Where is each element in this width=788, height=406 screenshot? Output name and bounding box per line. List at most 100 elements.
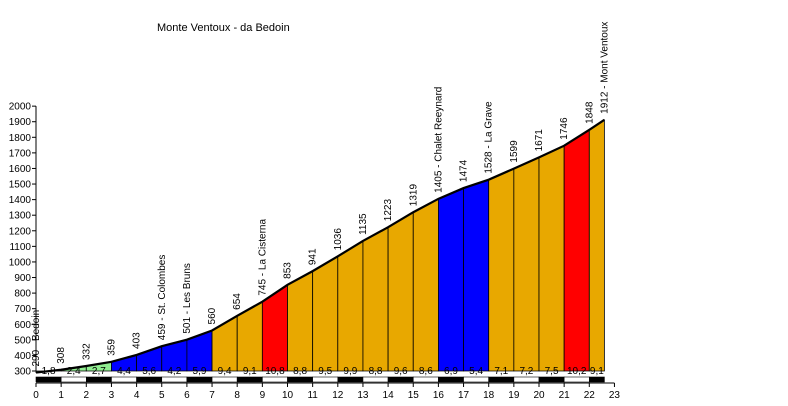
profile-segment [186,329,213,372]
x-tick-label: 7 [209,390,215,401]
x-tick-label: 1 [58,390,64,401]
profile-segment [261,284,288,372]
altitude-label: 1474 [459,159,470,182]
x-tick-label: 10 [282,390,294,401]
km-marker [211,376,238,383]
y-tick-label: 1200 [9,226,32,237]
gradient-label: 9,4 [218,366,232,377]
gradient-label: 4,2 [167,366,181,377]
altitude-label: 1223 [383,199,394,222]
x-tick-label: 17 [458,390,470,401]
x-tick-label: 2 [84,390,90,401]
km-marker [488,376,515,383]
y-tick-label: 500 [14,335,31,346]
gradient-label: 2,7 [92,366,106,377]
gradient-label: 4,4 [117,366,131,377]
km-marker [463,376,489,383]
altitude-label: 1528 - La Grave [484,101,495,174]
y-axis: 300 400 500 600 700 800 900 1000 1100 1200 1300 140… [9,102,37,378]
profile-segment [287,270,314,372]
gradient-label: 10,2 [567,366,587,377]
altitude-label: 1135 [358,213,369,235]
gradient-label: 7,1 [494,366,508,377]
profile-line [35,118,605,374]
altitude-label: 1405 - Chalet Reeynard [433,87,444,193]
km-marker [236,376,263,383]
x-axis: 0 1 2 3 4 5 6 7 8 9 10 11 12 13 14 15 16 17 18 19 20 21 22 23 [33,382,620,401]
y-tick-label: 1900 [9,117,32,128]
x-tick-label: 0 [33,390,39,401]
km-marker [136,376,163,383]
profile-segment [387,211,414,372]
y-tick-label: 1400 [9,195,32,206]
y-tick-label: 2000 [9,102,32,113]
altitude-label: 654 [232,293,243,310]
profile-segment [362,226,389,372]
gradient-label: 5,9 [193,366,207,377]
y-tick-label: 1700 [9,148,32,159]
y-tick-label: 300 [14,367,31,378]
altitude-label: 1848 [584,101,595,124]
profile-segment [563,129,590,372]
km-marker [337,376,364,383]
altitude-label: 332 [81,343,92,360]
profile-segment [588,119,605,372]
gradient-label: 9,6 [394,366,408,377]
altitude-label: 403 [132,332,143,349]
gradient-label: 10,8 [265,366,285,377]
km-marker [513,376,540,383]
y-tick-label: 1800 [9,133,32,144]
x-tick-label: 12 [332,390,344,401]
altitude-label: 308 [56,347,67,364]
gradient-label: 2,4 [67,366,81,377]
altitude-label: 560 [207,307,218,324]
altitude-label: 1746 [559,117,570,140]
altitude-label: 459 - St. Colombes [157,255,168,341]
km-marker [438,376,464,383]
y-tick-label: 1000 [9,257,32,268]
km-marker [35,376,62,383]
y-tick-label: 1300 [9,211,32,222]
km-marker [186,376,213,383]
gradient-label: 1,8 [42,366,56,377]
gradient-label: 5,4 [469,366,483,377]
x-tick-label: 21 [559,390,571,401]
gradient-label: 8,8 [369,366,383,377]
profile-segment [538,145,565,372]
gradient-label: 9,1 [590,366,604,377]
altitude-label: 1599 [509,140,520,163]
y-tick-label: 400 [14,351,31,362]
x-tick-label: 6 [184,390,190,401]
km-marker [362,376,389,383]
km-marker [538,376,565,383]
y-tick-label: 900 [14,273,31,284]
km-marker [287,376,313,383]
km-marker [387,376,414,383]
x-tick-label: 8 [234,390,240,401]
x-tick-label: 5 [159,390,165,401]
profile-segment [312,255,339,372]
gradient-label: 6,9 [444,366,458,377]
profile-segment [437,187,464,372]
profile-segment [412,198,439,372]
altitude-label: 1319 [408,184,419,207]
x-tick-label: 19 [508,390,520,401]
km-marker [563,376,590,383]
profile-outline [35,118,605,374]
altitude-label: 501 - Les Bruns [182,263,193,334]
km-marker [262,376,288,383]
profile-segment [488,168,515,372]
km-marker [161,376,188,383]
altitude-label: 941 [308,248,319,265]
y-tick-label: 600 [14,320,31,331]
chart-title: Monte Ventoux - da Bedoin [157,22,290,34]
x-tick-label: 9 [260,390,266,401]
km-marker-strip [35,376,605,383]
y-tick-label: 700 [14,304,31,315]
x-tick-label: 14 [383,390,395,401]
x-tick-label: 15 [408,390,420,401]
profile-segment [513,156,540,372]
x-tick-label: 11 [307,390,318,401]
x-tick-label: 18 [483,390,495,401]
